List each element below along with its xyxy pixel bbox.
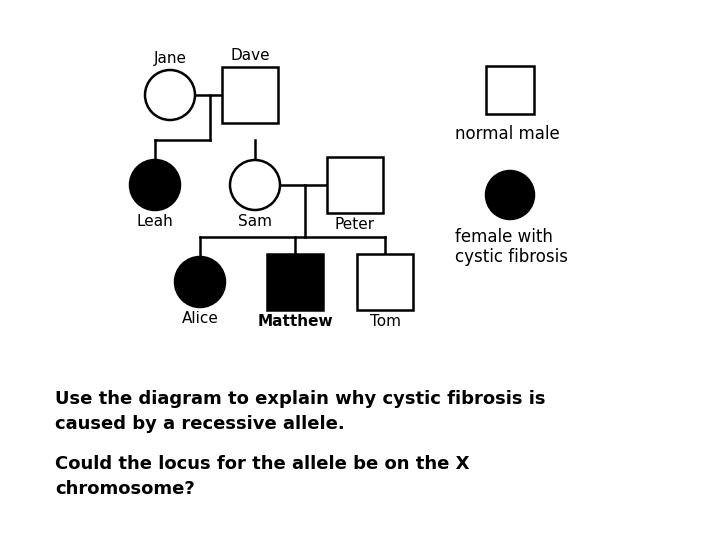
Text: Could the locus for the allele be on the X
chromosome?: Could the locus for the allele be on the…	[55, 455, 469, 498]
Ellipse shape	[230, 160, 280, 210]
Ellipse shape	[486, 171, 534, 219]
Text: Alice: Alice	[181, 311, 218, 326]
Ellipse shape	[175, 257, 225, 307]
Text: Use the diagram to explain why cystic fibrosis is
caused by a recessive allele.: Use the diagram to explain why cystic fi…	[55, 390, 546, 433]
Text: normal male: normal male	[455, 125, 559, 143]
Text: Peter: Peter	[335, 217, 375, 232]
Text: Dave: Dave	[230, 48, 270, 63]
Bar	[357, 254, 413, 310]
Bar	[327, 157, 383, 213]
Text: Sam: Sam	[238, 214, 272, 229]
Bar	[267, 254, 323, 310]
Text: female with: female with	[455, 228, 553, 246]
Bar	[222, 67, 278, 123]
Text: Tom: Tom	[369, 314, 400, 329]
Text: Leah: Leah	[137, 214, 174, 229]
Ellipse shape	[130, 160, 180, 210]
Text: Matthew: Matthew	[257, 314, 333, 329]
Ellipse shape	[145, 70, 195, 120]
Bar	[486, 66, 534, 114]
Text: cystic fibrosis: cystic fibrosis	[455, 248, 568, 266]
Text: Jane: Jane	[153, 51, 186, 66]
